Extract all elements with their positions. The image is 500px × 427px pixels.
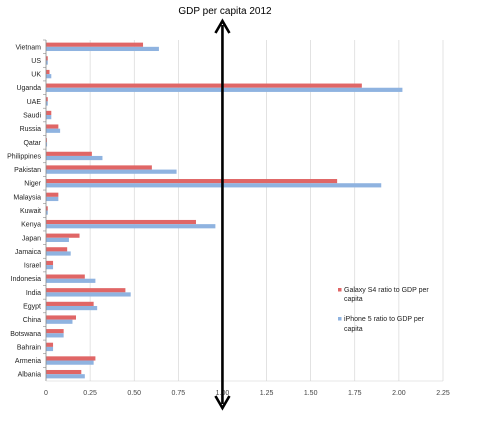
legend-swatch <box>338 288 342 292</box>
bar-series-2 <box>46 155 103 161</box>
category-label: Albania <box>18 372 41 379</box>
category-label: Uganda <box>16 85 41 92</box>
category-label: Israel <box>24 263 42 270</box>
x-tick-label: 0.50 <box>127 390 141 397</box>
bar-series-1 <box>46 315 76 320</box>
bar-series-2 <box>46 128 61 133</box>
bar-series-2 <box>46 265 54 270</box>
category-label: Indonesia <box>11 276 41 283</box>
bar-series-2 <box>46 237 69 242</box>
bar-series-2 <box>46 115 52 120</box>
bar-series-1 <box>46 110 52 116</box>
category-label: India <box>26 290 41 297</box>
x-tick-label: 2.00 <box>392 390 406 397</box>
bar-series-2 <box>46 346 54 352</box>
category-label: Jamaica <box>15 249 41 256</box>
x-tick-label: 1.50 <box>304 390 318 397</box>
bar-series-2 <box>46 87 403 92</box>
bar-series-1 <box>46 342 54 347</box>
bar-series-2 <box>46 101 48 106</box>
category-label: Egypt <box>23 303 41 310</box>
bar-series-2 <box>46 278 96 283</box>
category-label: Russia <box>20 126 42 133</box>
annotation-arrow <box>214 18 231 411</box>
bar-series-2 <box>46 60 48 65</box>
x-tick-label: 2.25 <box>436 390 450 397</box>
bar-series-2 <box>46 183 382 188</box>
category-label: Niger <box>24 181 41 188</box>
bar-series-1 <box>46 151 92 156</box>
bar-series-1 <box>46 69 50 75</box>
category-label: Botswana <box>10 331 41 338</box>
bar-series-2 <box>46 374 85 379</box>
legend-label: iPhone 5 ratio to GDP per capita <box>344 316 425 333</box>
category-label: US <box>31 58 41 65</box>
bar-series-1 <box>46 206 48 211</box>
category-label: Kuwait <box>20 208 41 215</box>
bar-series-1 <box>46 274 85 279</box>
bar-series-1 <box>46 83 362 88</box>
category-label: Pakistan <box>14 167 41 174</box>
bar-series-1 <box>46 369 82 375</box>
category-label: Malaysia <box>13 194 41 201</box>
bar-series-1 <box>46 124 59 129</box>
bar-series-1 <box>46 260 54 266</box>
bar-series-1 <box>46 247 68 252</box>
bar-series-2 <box>46 46 159 52</box>
bar-series-1 <box>46 192 59 197</box>
x-tick-label: 1.25 <box>260 390 274 397</box>
category-label: Saudi <box>23 113 41 120</box>
bar-series-1 <box>46 329 64 334</box>
category-label: UAE <box>27 99 42 106</box>
bar-series-2 <box>46 169 177 174</box>
bar-series-2 <box>46 142 48 147</box>
arrow-head-down <box>214 395 231 411</box>
bar-series-2 <box>46 210 48 215</box>
bar-series-2 <box>46 224 216 229</box>
bar-series-1 <box>46 288 126 293</box>
axes: 00.250.500.751.001.251.501.752.002.25Vie… <box>7 39 450 397</box>
bar-series-2 <box>46 292 131 297</box>
category-label: Japan <box>22 235 41 242</box>
x-tick-label: 0 <box>44 390 48 397</box>
bar-series-2 <box>46 196 59 202</box>
chart-title: GDP per capita 2012 <box>178 6 272 17</box>
bar-series-1 <box>46 138 47 143</box>
bar-series-1 <box>46 233 80 238</box>
bar-series-2 <box>46 333 64 338</box>
bar-series-2 <box>46 74 52 79</box>
bar-series-1 <box>46 219 196 225</box>
category-label: Qatar <box>23 140 41 147</box>
category-label: China <box>23 317 41 324</box>
bar-series-2 <box>46 319 73 324</box>
bar-series-1 <box>46 97 48 102</box>
bar-series-2 <box>46 305 98 311</box>
legend: Galaxy S4 ratio to GDP per capita iPhone 5… <box>338 287 429 333</box>
bars <box>46 42 403 379</box>
bar-series-1 <box>46 165 152 170</box>
bar-series-1 <box>46 356 96 361</box>
bar-series-1 <box>46 301 94 306</box>
category-label: Armenia <box>15 358 41 365</box>
bar-series-1 <box>46 42 144 47</box>
legend-label: Galaxy S4 ratio to GDP per capita <box>344 287 429 303</box>
category-label: Vietnam <box>15 44 41 51</box>
category-label: Philippines <box>7 153 41 160</box>
bar-series-2 <box>46 251 71 256</box>
bar-series-1 <box>46 179 338 184</box>
legend-swatch <box>338 317 342 321</box>
arrow-head-up <box>214 18 231 34</box>
category-label: Kenya <box>21 222 41 229</box>
category-label: Bahrain <box>17 344 41 351</box>
x-tick-label: 1.75 <box>348 390 362 397</box>
x-tick-label: 0.25 <box>83 390 97 397</box>
bar-series-1 <box>46 56 48 61</box>
bar-series-2 <box>46 360 94 365</box>
category-label: UK <box>31 72 41 79</box>
x-tick-label: 0.75 <box>172 390 186 397</box>
